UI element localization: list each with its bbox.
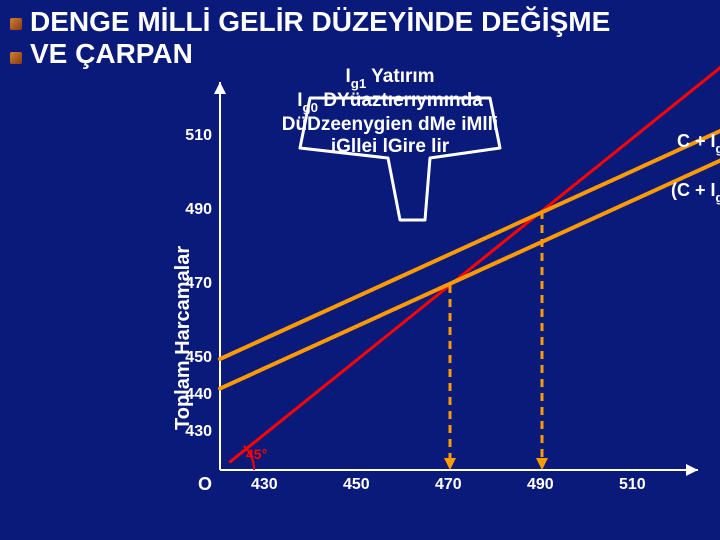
origin-label: O	[198, 474, 212, 495]
x-tick: 450	[343, 476, 370, 494]
y-tick: 430	[185, 423, 212, 441]
x-tick: 510	[619, 476, 646, 494]
callout-text: Ig1 YatırımIg0 DYüaztıerıymındaDüDzeenyg…	[260, 66, 520, 158]
y-tick: 450	[185, 349, 212, 367]
y-tick: 470	[185, 275, 212, 293]
y-tick: 440	[185, 386, 212, 404]
callout-line: DüDzeenygien dMe iMlli iGllei lGire lir	[260, 114, 520, 158]
y-tick: 490	[185, 201, 212, 219]
x-tick: 490	[527, 476, 554, 494]
slide-root: DENGE MİLLİ GELİR DÜZEYİNDE DEĞİŞME VE Ç…	[0, 0, 720, 540]
callout-line: Ig0 DYüaztıerıymında	[260, 90, 520, 114]
x-tick: 430	[251, 476, 278, 494]
y-tick: 510	[185, 127, 212, 145]
callout-line: Ig1 Yatırım	[260, 66, 520, 90]
angle-45-label: 45°	[246, 446, 267, 462]
x-tick: 470	[435, 476, 462, 494]
line-label-upper: C + Ig ) 1	[677, 131, 720, 155]
line-label-lower: (C + Ig ) 0	[671, 180, 720, 204]
